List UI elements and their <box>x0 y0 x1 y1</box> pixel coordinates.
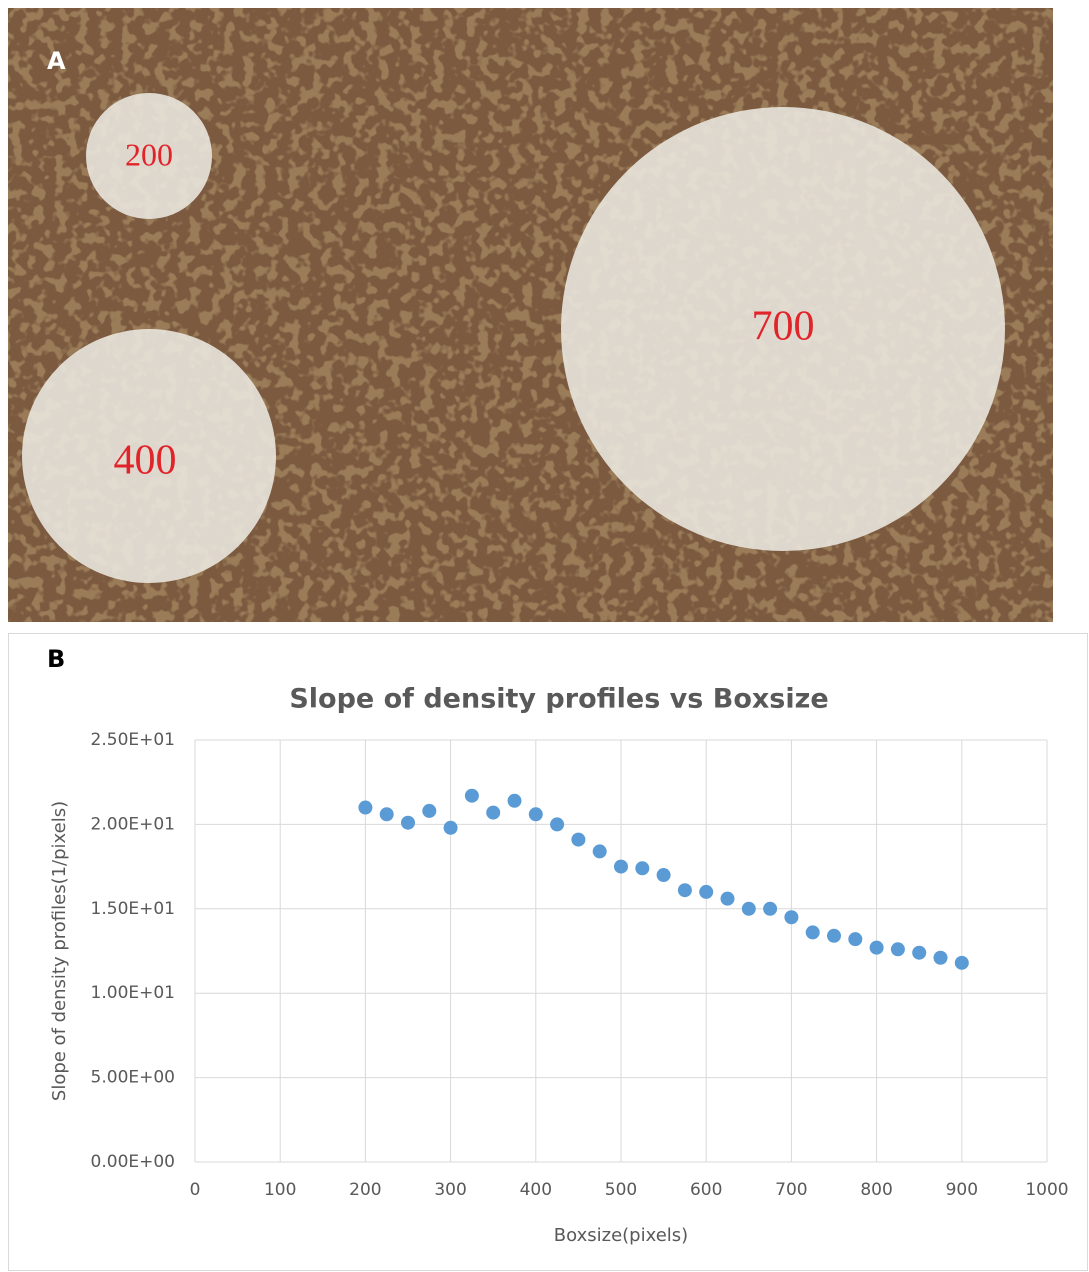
point <box>508 794 522 808</box>
point <box>742 902 756 916</box>
point <box>806 925 820 939</box>
point <box>784 910 798 924</box>
y-tick-label: 5.00E+00 <box>91 1068 175 1088</box>
point <box>678 883 692 897</box>
point <box>444 821 458 835</box>
point <box>827 929 841 943</box>
panel-label: B <box>47 645 65 673</box>
chart-title: Slope of density profiles vs Boxsize <box>289 684 828 715</box>
panel-a: 200 400 700 A <box>8 8 1053 622</box>
point <box>912 946 926 960</box>
x-tick-label: 1000 <box>1025 1180 1068 1200</box>
point <box>380 807 394 821</box>
point <box>571 833 585 847</box>
x-tick-label: 900 <box>946 1180 978 1200</box>
x-tick-label: 200 <box>349 1180 381 1200</box>
point <box>465 789 479 803</box>
x-tick-label: 600 <box>690 1180 722 1200</box>
circle-label: 200 <box>125 136 173 172</box>
panel-b: B Slope of density profiles vs Boxsize B… <box>9 634 1088 1271</box>
point <box>550 817 564 831</box>
y-axis-label: Slope of density profiles(1/pixels) <box>49 801 70 1101</box>
circle-label: 700 <box>752 304 815 350</box>
y-tick-label: 1.50E+01 <box>91 899 175 919</box>
point <box>401 816 415 830</box>
y-tick-label: 1.00E+01 <box>91 983 175 1003</box>
point <box>486 806 500 820</box>
point <box>699 885 713 899</box>
panel-label: A <box>47 47 66 75</box>
point <box>870 941 884 955</box>
point <box>763 902 777 916</box>
point <box>934 951 948 965</box>
point <box>593 844 607 858</box>
point <box>358 801 372 815</box>
point <box>635 861 649 875</box>
x-tick-label: 0 <box>190 1180 201 1200</box>
figure: 200 400 700 A B Slope of density profile… <box>0 0 1089 1272</box>
y-tick-label: 2.00E+01 <box>91 814 175 834</box>
x-tick-label: 700 <box>775 1180 807 1200</box>
point <box>891 942 905 956</box>
point <box>955 956 969 970</box>
y-tick-label: 2.50E+01 <box>91 730 175 750</box>
circle-label: 400 <box>114 438 177 484</box>
point <box>422 804 436 818</box>
x-axis-label: Boxsize(pixels) <box>554 1225 688 1246</box>
point <box>657 868 671 882</box>
point <box>721 892 735 906</box>
x-tick-label: 300 <box>434 1180 466 1200</box>
point <box>848 932 862 946</box>
y-tick-label: 0.00E+00 <box>91 1152 175 1172</box>
x-tick-label: 100 <box>264 1180 296 1200</box>
point <box>614 860 628 874</box>
x-tick-label: 500 <box>605 1180 637 1200</box>
point <box>529 807 543 821</box>
x-tick-label: 400 <box>520 1180 552 1200</box>
x-tick-label: 800 <box>860 1180 892 1200</box>
